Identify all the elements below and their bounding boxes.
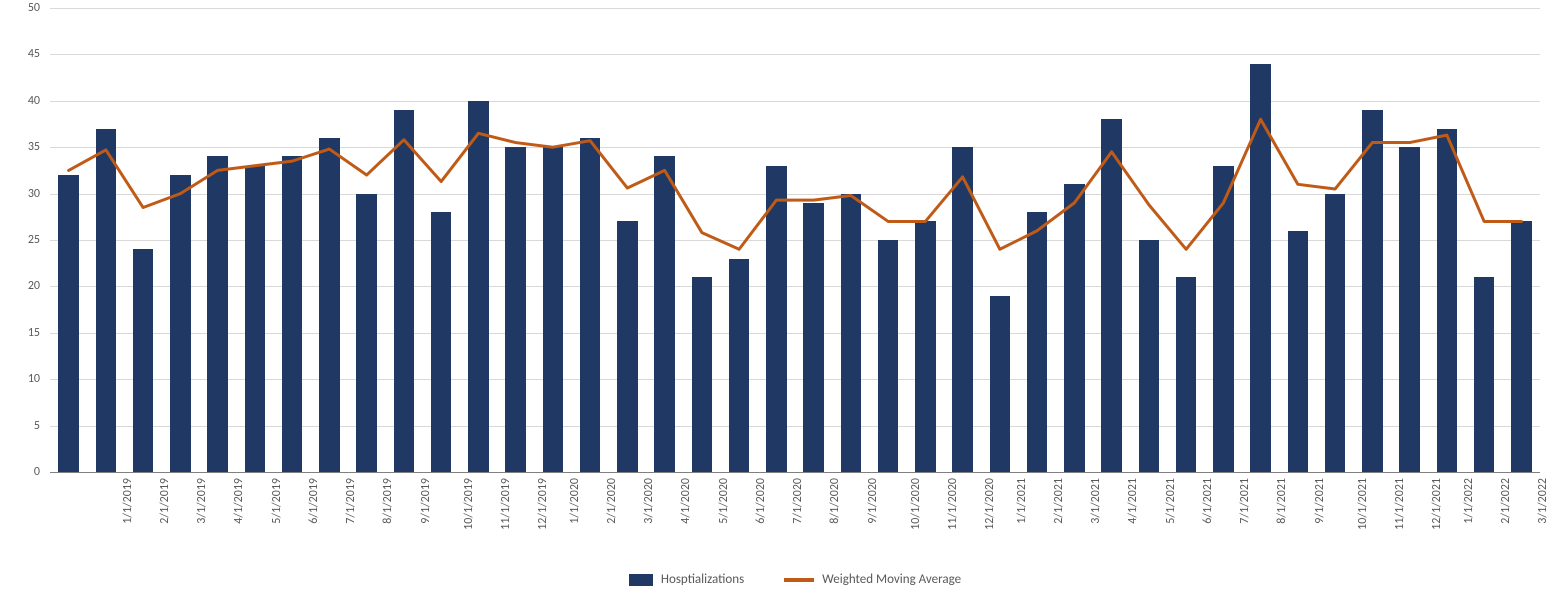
x-tick-label: 1/1/2020	[567, 478, 581, 524]
legend-item-weighted-moving-average: Weighted Moving Average	[784, 572, 961, 587]
x-axis-line	[50, 472, 1540, 473]
x-tick-label: 9/1/2020	[865, 478, 879, 524]
x-tick-label: 1/1/2022	[1461, 478, 1475, 524]
y-tick-label: 35	[0, 140, 40, 154]
x-tick-label: 12/1/2021	[1430, 478, 1444, 530]
y-tick-label: 30	[0, 187, 40, 201]
y-tick-label: 0	[0, 465, 40, 479]
x-tick-label: 8/1/2020	[828, 478, 842, 524]
x-tick-label: 10/1/2021	[1356, 478, 1370, 530]
x-tick-label: 7/1/2020	[791, 478, 805, 524]
x-tick-label: 7/1/2019	[344, 478, 358, 524]
x-tick-label: 6/1/2021	[1201, 478, 1215, 524]
legend-label-hospitalizations: Hosptializations	[661, 572, 744, 587]
x-tick-label: 6/1/2019	[307, 478, 321, 524]
x-tick-label: 6/1/2020	[754, 478, 768, 524]
x-tick-label: 5/1/2020	[716, 478, 730, 524]
legend-swatch-line	[784, 578, 814, 582]
line-layer	[50, 8, 1540, 472]
legend-item-hospitalizations: Hosptializations	[629, 572, 744, 587]
x-tick-label: 9/1/2021	[1312, 478, 1326, 524]
y-tick-label: 25	[0, 233, 40, 247]
x-tick-label: 2/1/2020	[605, 478, 619, 524]
x-tick-label: 7/1/2021	[1238, 478, 1252, 524]
x-tick-label: 2/1/2019	[158, 478, 172, 524]
x-tick-label: 12/1/2020	[983, 478, 997, 530]
y-tick-label: 5	[0, 419, 40, 433]
x-tick-label: 11/1/2019	[499, 478, 513, 530]
plot-area	[50, 8, 1540, 472]
x-tick-label: 3/1/2021	[1089, 478, 1103, 524]
x-tick-label: 5/1/2019	[269, 478, 283, 524]
weighted-moving-average-line	[69, 119, 1522, 249]
y-tick-label: 20	[0, 279, 40, 293]
y-tick-label: 15	[0, 326, 40, 340]
x-tick-label: 2/1/2022	[1499, 478, 1513, 524]
x-tick-label: 5/1/2021	[1163, 478, 1177, 524]
x-tick-label: 2/1/2021	[1052, 478, 1066, 524]
x-tick-label: 9/1/2019	[418, 478, 432, 524]
x-tick-label: 12/1/2019	[536, 478, 550, 530]
x-tick-label: 4/1/2020	[679, 478, 693, 524]
legend-swatch-bar	[629, 574, 653, 586]
y-tick-label: 50	[0, 1, 40, 15]
x-tick-label: 8/1/2021	[1275, 478, 1289, 524]
x-tick-label: 1/1/2019	[120, 478, 134, 524]
x-tick-label: 10/1/2020	[909, 478, 923, 530]
x-tick-label: 4/1/2021	[1126, 478, 1140, 524]
x-tick-label: 1/1/2021	[1014, 478, 1028, 524]
y-tick-label: 10	[0, 372, 40, 386]
x-tick-label: 8/1/2019	[381, 478, 395, 524]
x-tick-label: 3/1/2022	[1536, 478, 1550, 524]
y-tick-label: 45	[0, 47, 40, 61]
x-tick-label: 3/1/2020	[642, 478, 656, 524]
x-tick-label: 10/1/2019	[462, 478, 476, 530]
x-tick-label: 11/1/2021	[1393, 478, 1407, 530]
legend-label-weighted-moving-average: Weighted Moving Average	[822, 572, 961, 587]
x-tick-label: 11/1/2020	[946, 478, 960, 530]
x-tick-label: 3/1/2019	[195, 478, 209, 524]
y-tick-label: 40	[0, 94, 40, 108]
x-tick-label: 4/1/2019	[232, 478, 246, 524]
hospitalizations-chart: 0 5 10 15 20 25 30 35 40 45 50 1/1/2019 2/1/2019 3/1…	[0, 0, 1561, 596]
chart-legend: Hosptializations Weighted Moving Average	[50, 572, 1540, 587]
